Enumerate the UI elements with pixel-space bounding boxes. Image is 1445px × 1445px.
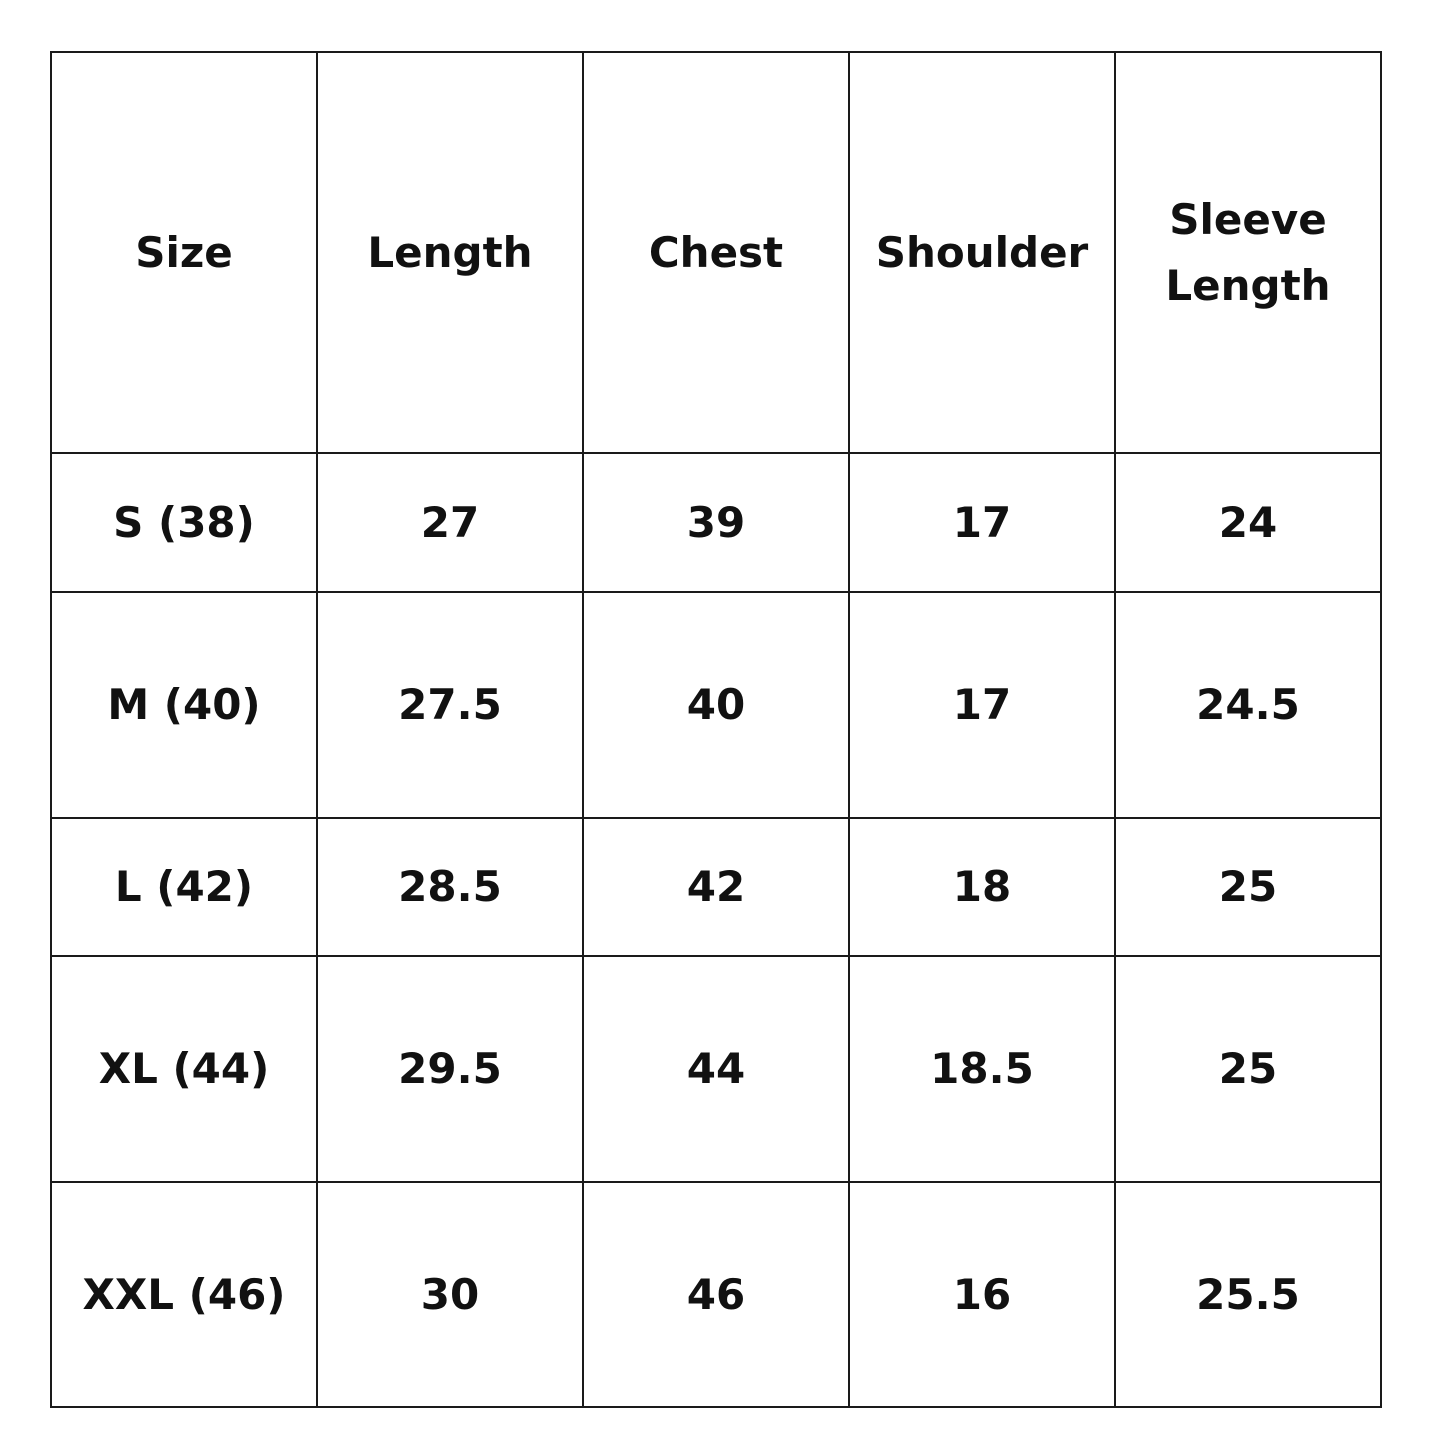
header-size: Size <box>50 51 318 454</box>
cell: S (38) <box>50 452 318 593</box>
cell: M (40) <box>50 591 318 819</box>
cell: 24.5 <box>1114 591 1382 819</box>
table-row: XL (44) 29.5 44 18.5 25 <box>50 955 1382 1183</box>
cell: 16 <box>848 1181 1116 1408</box>
cell: 42 <box>582 817 850 957</box>
header-sleeve-length-label: Sleeve Length <box>1165 195 1331 310</box>
table-row: M (40) 27.5 40 17 24.5 <box>50 591 1382 819</box>
cell: 27 <box>316 452 584 593</box>
cell: 39 <box>582 452 850 593</box>
cell: 27.5 <box>316 591 584 819</box>
cell: 24 <box>1114 452 1382 593</box>
cell: L (42) <box>50 817 318 957</box>
cell: 44 <box>582 955 850 1183</box>
header-sleeve-length: Sleeve Length <box>1114 51 1382 454</box>
cell: 17 <box>848 452 1116 593</box>
table-row: XXL (46) 30 46 16 25.5 <box>50 1181 1382 1408</box>
cell: 18.5 <box>848 955 1116 1183</box>
cell: 46 <box>582 1181 850 1408</box>
cell: 18 <box>848 817 1116 957</box>
header-row: Size Length Chest Shoulder Sleeve Length <box>50 51 1382 454</box>
table-row: S (38) 27 39 17 24 <box>50 452 1382 593</box>
size-chart-table: Size Length Chest Shoulder Sleeve Length… <box>50 51 1382 1408</box>
cell: 40 <box>582 591 850 819</box>
header-length: Length <box>316 51 584 454</box>
header-chest: Chest <box>582 51 850 454</box>
cell: 25 <box>1114 817 1382 957</box>
cell: XL (44) <box>50 955 318 1183</box>
cell: 25 <box>1114 955 1382 1183</box>
cell: 29.5 <box>316 955 584 1183</box>
cell: 17 <box>848 591 1116 819</box>
table-row: L (42) 28.5 42 18 25 <box>50 817 1382 957</box>
cell: XXL (46) <box>50 1181 318 1408</box>
cell: 25.5 <box>1114 1181 1382 1408</box>
cell: 28.5 <box>316 817 584 957</box>
cell: 30 <box>316 1181 584 1408</box>
header-shoulder: Shoulder <box>848 51 1116 454</box>
